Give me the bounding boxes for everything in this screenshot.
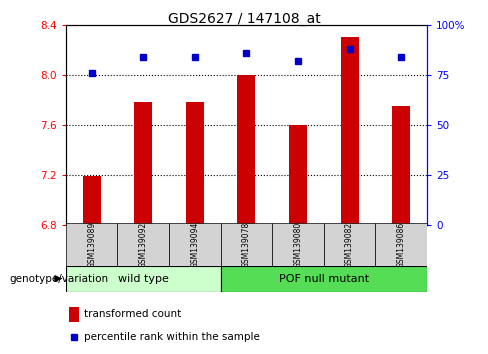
- Text: GSM139082: GSM139082: [345, 222, 354, 268]
- Bar: [238, 75, 256, 225]
- Bar: [186, 102, 204, 225]
- Text: GSM139092: GSM139092: [139, 222, 148, 268]
- Text: GSM139094: GSM139094: [190, 222, 200, 268]
- Text: POF null mutant: POF null mutant: [279, 274, 369, 284]
- Bar: [221, 266, 427, 292]
- Text: GSM139086: GSM139086: [397, 222, 406, 268]
- Bar: [82, 176, 101, 225]
- Bar: [324, 223, 375, 267]
- Bar: [289, 125, 307, 225]
- Bar: [118, 223, 169, 267]
- Text: GSM139078: GSM139078: [242, 222, 251, 268]
- Bar: [272, 223, 324, 267]
- Text: percentile rank within the sample: percentile rank within the sample: [84, 332, 260, 342]
- Bar: [69, 307, 79, 321]
- Text: wild type: wild type: [118, 274, 169, 284]
- Bar: [169, 223, 221, 267]
- Bar: [66, 223, 118, 267]
- Bar: [221, 223, 272, 267]
- Bar: [375, 223, 427, 267]
- Bar: [341, 37, 359, 225]
- Bar: [66, 266, 221, 292]
- Bar: [134, 102, 152, 225]
- Bar: [392, 106, 410, 225]
- Text: GSM139089: GSM139089: [87, 222, 96, 268]
- Text: transformed count: transformed count: [84, 309, 181, 319]
- Text: GSM139080: GSM139080: [293, 222, 303, 268]
- Text: genotype/variation: genotype/variation: [10, 274, 109, 284]
- Text: GDS2627 / 147108_at: GDS2627 / 147108_at: [167, 12, 321, 27]
